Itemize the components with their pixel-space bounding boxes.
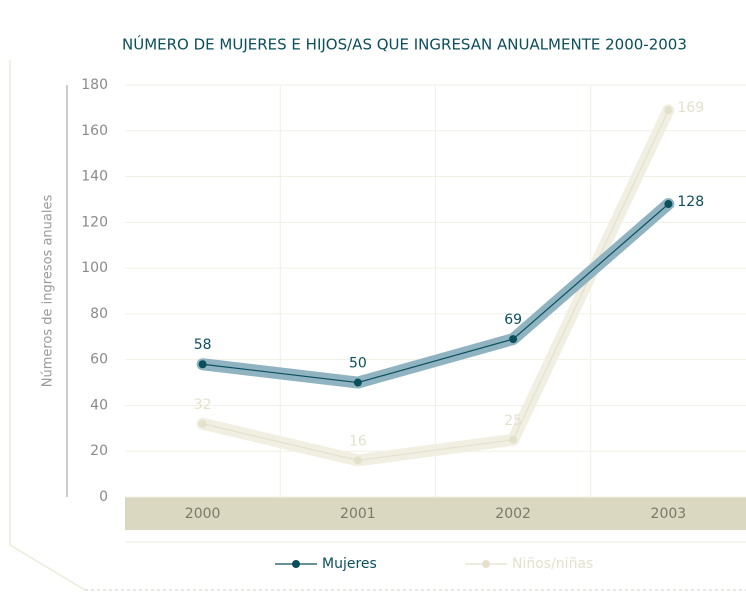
- x-tick-label: 2003: [651, 506, 687, 522]
- series-line: [202, 203, 669, 384]
- point: [353, 378, 362, 387]
- y-tick-label: 20: [90, 443, 108, 459]
- data-label: 128: [677, 194, 704, 210]
- y-tick-label: 60: [90, 352, 108, 368]
- frame: [9, 60, 86, 591]
- data-label: 32: [194, 397, 212, 413]
- data-label: 169: [677, 100, 704, 116]
- legend-label: Mujeres: [322, 556, 377, 572]
- y-tick-label: 80: [90, 306, 108, 322]
- y-tick-label: 100: [81, 260, 108, 276]
- y-tick-label: 120: [81, 214, 108, 230]
- y-axis-label: Números de ingresos anuales: [41, 195, 56, 388]
- x-band: [125, 497, 746, 530]
- data-label: 58: [194, 337, 212, 353]
- y-tick-label: 160: [81, 123, 108, 139]
- point: [353, 456, 362, 465]
- point: [198, 360, 207, 369]
- x-tick-label: 2002: [495, 506, 531, 522]
- point: [664, 106, 673, 115]
- y-tick-label: 40: [90, 397, 108, 413]
- legend-dot: [482, 560, 490, 568]
- data-label: 16: [349, 433, 367, 449]
- data-label: 50: [349, 356, 367, 372]
- chart-title: NÚMERO DE MUJERES E HIJOS/AS QUE INGRESA…: [122, 35, 687, 54]
- x-tick-label: 2001: [340, 506, 376, 522]
- point: [664, 200, 673, 209]
- y-tick-label: 0: [99, 489, 108, 505]
- legend-label: Niños/niñas: [512, 556, 593, 572]
- data-label: 25: [504, 413, 522, 429]
- point: [509, 435, 518, 444]
- point: [198, 419, 207, 428]
- legend-dot: [292, 560, 300, 568]
- data-label: 69: [504, 312, 522, 328]
- y-tick-label: 180: [81, 77, 108, 93]
- x-tick-label: 2000: [185, 506, 221, 522]
- point: [509, 335, 518, 344]
- y-tick-label: 140: [81, 169, 108, 185]
